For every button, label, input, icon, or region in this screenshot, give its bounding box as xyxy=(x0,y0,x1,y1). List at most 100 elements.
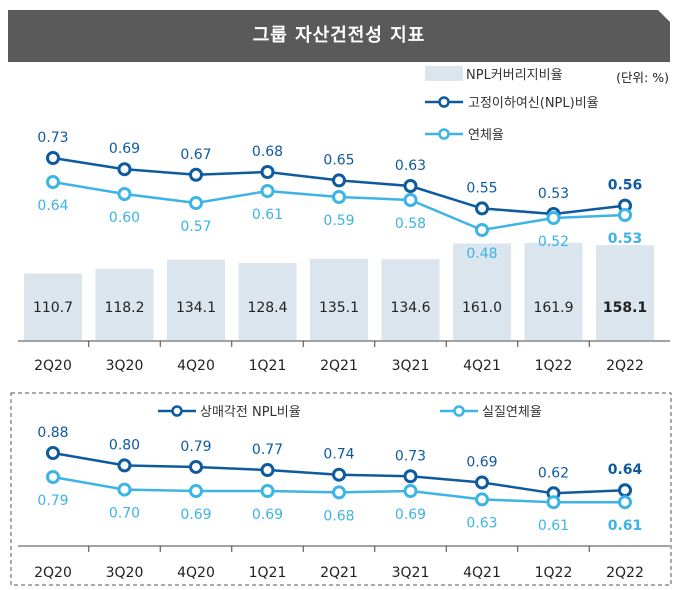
x-tick-label-top: 2Q20 xyxy=(34,358,72,374)
bar-label-coverage: 118.2 xyxy=(104,300,144,316)
series-delinquency-point xyxy=(189,196,203,210)
series-npl-data-label: 0.53 xyxy=(538,186,569,202)
series-pre-writeoff-data-label: 0.77 xyxy=(252,442,283,458)
series-delinquency-point xyxy=(46,175,60,189)
bar-coverage xyxy=(453,243,511,340)
series-npl-data-label: 0.69 xyxy=(109,141,140,157)
x-tick-label-top: 3Q20 xyxy=(106,358,144,374)
series-delinquency-data-label: 0.53 xyxy=(608,231,643,247)
x-tick-label-bottom: 2Q21 xyxy=(320,565,358,581)
series-delinquency-data-label: 0.59 xyxy=(323,213,354,229)
series-delinquency-data-label: 0.57 xyxy=(180,219,211,235)
x-tick-label-top: 1Q21 xyxy=(249,358,287,374)
series-npl-point xyxy=(189,167,203,182)
x-tick-label-top: 3Q21 xyxy=(392,358,430,374)
x-tick-label-bottom: 2Q22 xyxy=(606,565,644,581)
series-pre-writeoff-point xyxy=(332,467,346,482)
legend-label-npl: 고정이하여신(NPL)비율 xyxy=(468,96,599,111)
series-pre-writeoff-data-label: 0.88 xyxy=(37,425,68,441)
series-delinquency-data-label: 0.48 xyxy=(466,246,497,262)
bar-coverage xyxy=(238,262,297,340)
series-real-delinquency-point xyxy=(618,495,632,510)
x-tick-label-bottom: 4Q20 xyxy=(177,565,215,581)
series-npl-point xyxy=(117,162,132,177)
legend-label-real-delinquency: 실질연체율 xyxy=(482,405,542,420)
legend-label-delinquency: 연체율 xyxy=(468,128,504,143)
series-real-delinquency-data-label: 0.61 xyxy=(608,518,643,534)
bar-coverage xyxy=(381,259,440,340)
series-npl-data-label: 0.63 xyxy=(395,158,426,174)
series-real-delinquency-point xyxy=(475,492,489,507)
bar-label-coverage: 134.6 xyxy=(390,300,430,316)
series-real-delinquency-data-label: 0.68 xyxy=(323,508,354,524)
series-real-delinquency-data-label: 0.61 xyxy=(538,518,569,534)
series-pre-writeoff-point xyxy=(46,446,60,460)
bar-label-coverage: 161.9 xyxy=(533,300,573,316)
series-delinquency-data-label: 0.64 xyxy=(37,198,68,214)
x-tick-label-top: 4Q21 xyxy=(463,358,501,374)
legend-marker-real-delinquency xyxy=(453,405,465,417)
x-tick-label-top: 2Q21 xyxy=(320,358,358,374)
series-real-delinquency-data-label: 0.63 xyxy=(466,515,497,531)
series-npl-data-label: 0.55 xyxy=(466,180,497,196)
series-npl-data-label: 0.73 xyxy=(37,130,68,146)
legend-marker-delinquency xyxy=(438,128,450,140)
title-banner: 그룹 자산건전성 지표 xyxy=(8,10,670,62)
series-delinquency-point xyxy=(403,193,418,207)
legend-label-coverage: NPL커버리지비율 xyxy=(466,68,563,83)
series-pre-writeoff-point xyxy=(403,469,418,484)
series-pre-writeoff-point xyxy=(117,458,132,473)
series-real-delinquency-data-label: 0.69 xyxy=(395,507,426,523)
series-delinquency-point xyxy=(618,208,632,222)
x-tick-label-bottom: 3Q21 xyxy=(392,565,430,581)
series-delinquency-point xyxy=(260,184,275,198)
legend-label-pre-writeoff: 상매각전 NPL비율 xyxy=(200,405,301,420)
series-real-delinquency-point xyxy=(546,495,561,510)
series-npl-point xyxy=(46,151,60,165)
series-real-delinquency-data-label: 0.79 xyxy=(37,493,68,509)
banner-shape xyxy=(8,10,670,62)
series-npl-point xyxy=(260,165,275,179)
x-tick-label-bottom: 4Q21 xyxy=(463,565,501,581)
series-pre-writeoff-data-label: 0.79 xyxy=(180,439,211,455)
x-tick-label-bottom: 2Q20 xyxy=(34,565,72,581)
series-npl-data-label: 0.56 xyxy=(608,178,643,194)
series-npl-data-label: 0.67 xyxy=(180,147,211,163)
series-pre-writeoff-data-label: 0.64 xyxy=(608,462,643,478)
page-title: 그룹 자산건전성 지표 xyxy=(252,25,426,46)
dashed-frame xyxy=(10,392,672,586)
series-real-delinquency-data-label: 0.70 xyxy=(109,506,140,522)
series-real-delinquency-point xyxy=(260,484,275,498)
bar-label-coverage: 134.1 xyxy=(176,300,216,316)
series-pre-writeoff-data-label: 0.80 xyxy=(109,437,140,453)
series-real-delinquency-point xyxy=(46,470,60,484)
bar-coverage xyxy=(167,259,225,340)
series-npl-point xyxy=(403,179,418,193)
series-real-delinquency-point xyxy=(189,484,203,498)
bar-label-coverage: 128.4 xyxy=(247,300,287,316)
series-delinquency-data-label: 0.61 xyxy=(252,207,283,223)
series-pre-writeoff-point xyxy=(189,459,203,474)
series-pre-writeoff-data-label: 0.69 xyxy=(466,454,497,470)
series-pre-writeoff-point xyxy=(260,463,275,478)
series-npl-data-label: 0.68 xyxy=(252,144,283,160)
bar-coverage xyxy=(596,245,654,340)
series-pre-writeoff-point xyxy=(475,475,489,490)
series-real-delinquency-data-label: 0.69 xyxy=(180,507,211,523)
x-tick-label-bottom: 3Q20 xyxy=(106,565,144,581)
bar-coverage xyxy=(95,269,154,340)
legend-swatch-coverage xyxy=(425,66,463,81)
series-delinquency-data-label: 0.52 xyxy=(538,234,569,250)
bar-coverage xyxy=(310,258,368,340)
unit-label: (단위: %) xyxy=(616,70,669,85)
series-real-delinquency-point xyxy=(403,484,418,498)
bar-coverage xyxy=(524,242,583,340)
series-real-delinquency-point xyxy=(117,482,132,497)
series-pre-writeoff-data-label: 0.74 xyxy=(323,447,354,463)
series-pre-writeoff-point xyxy=(618,483,632,498)
series-delinquency-point xyxy=(117,187,132,201)
x-tick-label-bottom: 1Q21 xyxy=(249,565,287,581)
x-tick-label-bottom: 1Q22 xyxy=(535,565,573,581)
legend-marker-npl xyxy=(438,96,450,108)
